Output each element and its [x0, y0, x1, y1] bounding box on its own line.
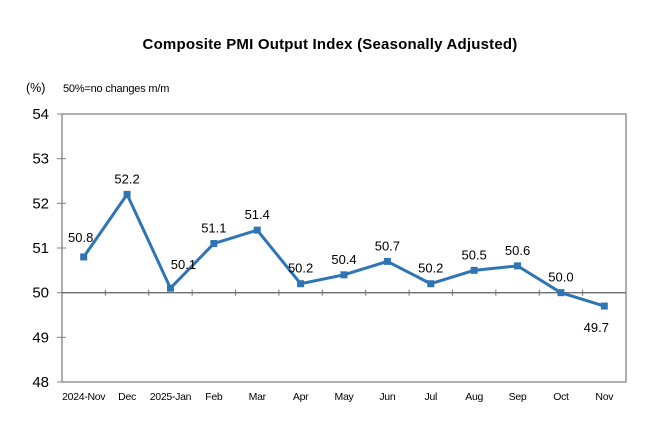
data-point-marker — [253, 226, 261, 234]
data-point-marker — [210, 240, 218, 248]
x-tick-label: Sep — [509, 391, 527, 403]
plot-border — [61, 113, 627, 383]
x-tick-label: 2025-Jan — [150, 391, 192, 403]
data-label: 51.4 — [245, 207, 270, 222]
data-label: 49.7 — [584, 320, 609, 335]
data-label: 50.2 — [418, 261, 443, 276]
data-label: 50.4 — [331, 252, 356, 267]
y-tick-label: 48 — [32, 374, 49, 391]
data-label: 50.2 — [288, 261, 313, 276]
data-point-marker — [297, 280, 305, 288]
data-point-marker — [166, 284, 174, 292]
data-label: 50.7 — [375, 238, 400, 253]
data-point-marker — [470, 266, 478, 274]
x-tick-label: Jul — [425, 391, 438, 403]
y-tick-label: 50 — [32, 285, 49, 302]
x-tick-label: Jun — [379, 391, 395, 403]
data-label: 50.1 — [171, 257, 196, 272]
reference-note-label: 50%=no changes m/m — [63, 83, 170, 95]
data-point-marker — [80, 253, 88, 261]
data-point-marker — [427, 280, 435, 288]
y-tick-label: 54 — [32, 106, 49, 123]
data-label: 50.0 — [548, 270, 573, 285]
x-tick-label: Dec — [118, 391, 136, 403]
data-point-marker — [340, 271, 348, 279]
y-tick-label: 53 — [32, 151, 49, 168]
data-label: 50.5 — [461, 247, 486, 262]
x-tick-label: Nov — [595, 391, 614, 403]
y-tick-label: 52 — [32, 195, 49, 212]
x-tick-label: May — [335, 391, 355, 403]
x-tick-label: Apr — [293, 391, 309, 403]
data-label: 50.6 — [505, 243, 530, 258]
y-tick-label: 51 — [32, 240, 49, 257]
chart-title: Composite PMI Output Index (Seasonally A… — [142, 36, 518, 53]
y-tick-label: 49 — [32, 329, 49, 346]
y-axis-unit-label: (%) — [26, 81, 46, 95]
data-point-marker — [557, 289, 565, 297]
x-tick-label: 2024-Nov — [62, 391, 106, 403]
x-tick-label: Aug — [465, 391, 483, 403]
data-label: 52.2 — [114, 171, 139, 186]
data-label: 50.8 — [68, 230, 93, 245]
data-point-marker — [600, 302, 608, 310]
x-tick-label: Oct — [553, 391, 569, 403]
data-point-marker — [514, 262, 522, 270]
data-point-marker — [383, 257, 391, 265]
x-tick-label: Feb — [205, 391, 223, 403]
data-point-marker — [123, 190, 131, 198]
data-label: 51.1 — [201, 221, 226, 236]
x-tick-label: Mar — [249, 391, 267, 403]
